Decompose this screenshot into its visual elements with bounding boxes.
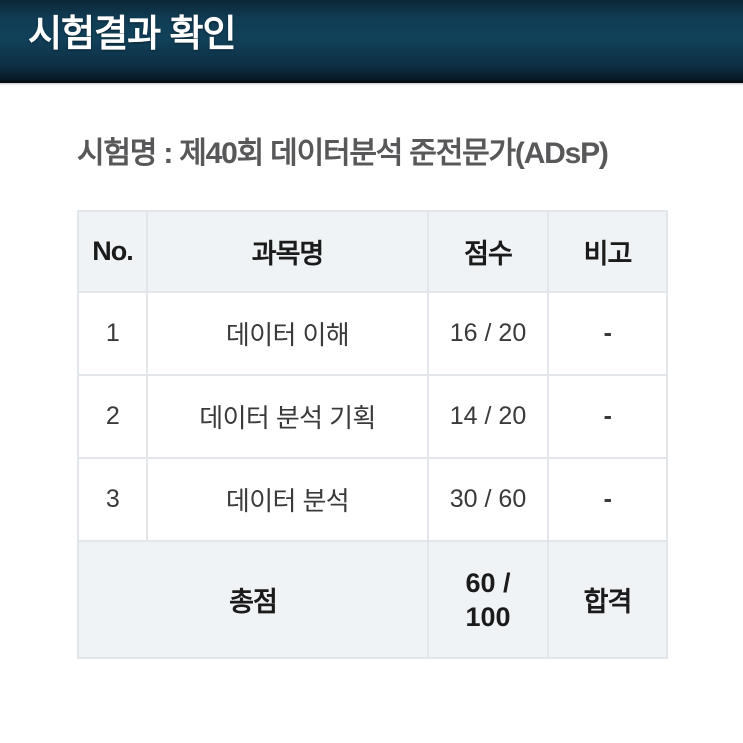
app-header: 시험결과 확인 <box>0 0 743 83</box>
cell-score: 16 / 20 <box>429 293 549 376</box>
table-header: No. 과목명 점수 비고 <box>77 210 668 293</box>
table-row: 1 데이터 이해 16 / 20 - <box>77 293 668 376</box>
table-body: 1 데이터 이해 16 / 20 - 2 데이터 분석 기획 14 / 20 -… <box>77 293 668 659</box>
page-title: 시험결과 확인 <box>28 13 237 54</box>
cell-total-label: 총점 <box>77 542 429 659</box>
table-row: 2 데이터 분석 기획 14 / 20 - <box>77 376 668 459</box>
cell-note: - <box>549 376 668 459</box>
cell-note: - <box>549 459 668 542</box>
column-header-no: No. <box>77 210 148 293</box>
cell-note: - <box>549 293 668 376</box>
cell-total-score: 60 / 100 <box>429 542 549 659</box>
cell-subject: 데이터 이해 <box>148 293 429 376</box>
cell-no: 2 <box>77 376 148 459</box>
column-header-subject: 과목명 <box>148 210 429 293</box>
header-divider <box>0 83 743 86</box>
cell-no: 3 <box>77 459 148 542</box>
cell-subject: 데이터 분석 기획 <box>148 376 429 459</box>
column-header-note: 비고 <box>549 210 668 293</box>
exam-name-label: 시험명 : 제40회 데이터분석 준전문가(ADsP) <box>77 137 609 170</box>
cell-subject: 데이터 분석 <box>148 459 429 542</box>
table-total-row: 총점 60 / 100 합격 <box>77 542 668 659</box>
cell-no: 1 <box>77 293 148 376</box>
cell-score: 14 / 20 <box>429 376 549 459</box>
cell-total-note: 합격 <box>549 542 668 659</box>
column-header-score: 점수 <box>429 210 549 293</box>
exam-result-table: No. 과목명 점수 비고 1 데이터 이해 16 / 20 - 2 데이터 분… <box>77 210 668 659</box>
table-header-row: No. 과목명 점수 비고 <box>77 210 668 293</box>
table-row: 3 데이터 분석 30 / 60 - <box>77 459 668 542</box>
main-content: 시험명 : 제40회 데이터분석 준전문가(ADsP) No. 과목명 점수 비… <box>0 86 743 743</box>
cell-score: 30 / 60 <box>429 459 549 542</box>
